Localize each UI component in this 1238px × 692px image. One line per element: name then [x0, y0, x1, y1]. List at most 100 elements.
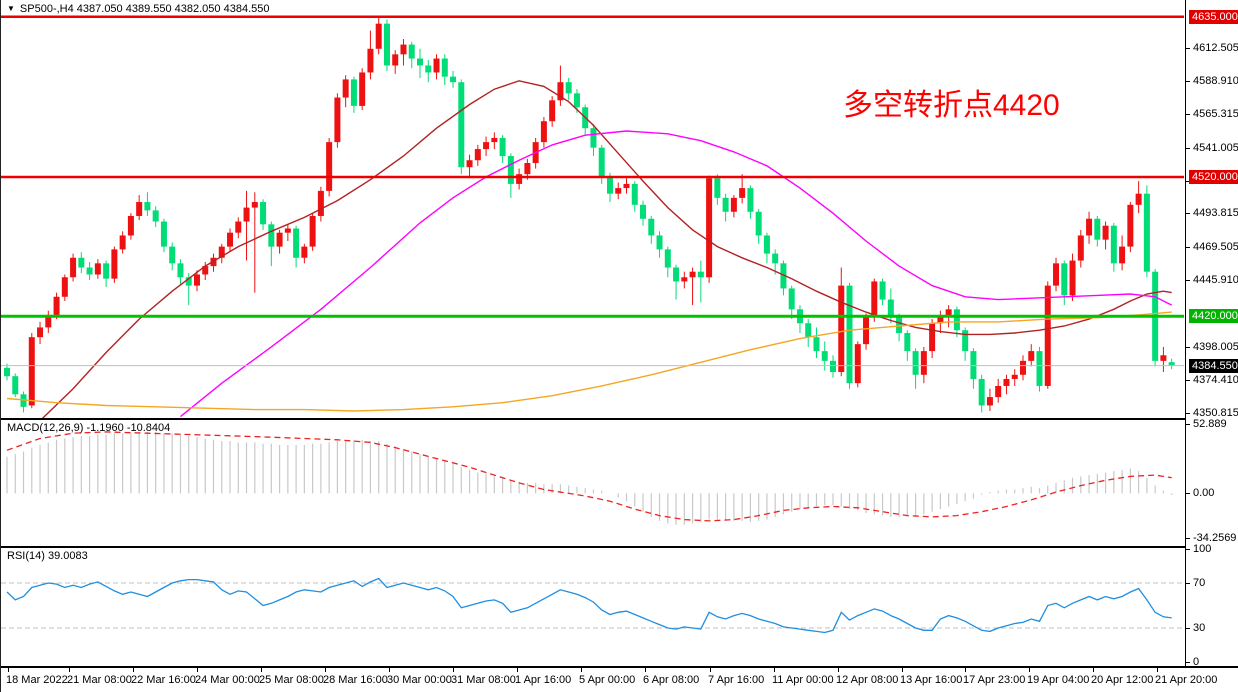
candle-up	[301, 246, 308, 258]
candle-up	[70, 257, 77, 278]
price-level-badge: 4635.000	[1189, 10, 1238, 24]
candle-up	[276, 232, 283, 247]
candle-up	[1127, 204, 1134, 247]
candle-down	[970, 351, 977, 379]
date-axis-label: 21 Mar 08:00	[67, 674, 132, 686]
candle-up	[218, 246, 225, 258]
axis-tick	[1186, 583, 1190, 584]
price-axis-label: 4398.005	[1193, 341, 1238, 353]
candle-up	[739, 188, 746, 198]
candle-down	[755, 211, 762, 236]
price-axis-label: 4493.815	[1193, 207, 1238, 219]
ma-fast-darkred	[41, 80, 1172, 418]
candle-up	[730, 197, 737, 212]
date-axis-label: 17 Apr 23:00	[963, 674, 1026, 686]
candle-down	[714, 178, 721, 198]
candle-up	[871, 281, 878, 317]
candle-down	[606, 176, 613, 194]
candle-down	[805, 323, 812, 338]
candle-up	[483, 142, 490, 150]
candle-up	[1053, 263, 1060, 286]
axis-tick	[1186, 48, 1190, 49]
candle-up	[235, 221, 242, 233]
candle-up	[1003, 378, 1010, 386]
candle-up	[392, 54, 399, 66]
date-axis-tick	[645, 668, 646, 672]
price-axis[interactable]: 4635.000 4612.505 4588.910 4565.315 4541.005…	[1185, 0, 1238, 668]
chevron-down-icon[interactable]: ▼	[7, 4, 15, 13]
axis-tick	[1186, 247, 1190, 248]
candle-up	[400, 44, 407, 55]
candle-up	[466, 160, 473, 168]
pane-separator[interactable]	[1, 418, 1238, 420]
candle-down	[590, 128, 597, 148]
candle-up	[136, 202, 143, 216]
macd-label: MACD(12,26,9) -1.1960 -10.8404	[7, 422, 171, 434]
macd-axis-label: -34.2569	[1193, 532, 1237, 544]
candle-down	[1094, 218, 1101, 240]
candle-up	[474, 149, 481, 161]
candle-down	[86, 267, 93, 275]
axis-tick	[1186, 662, 1190, 663]
price-level-badge: 4520.000	[1189, 170, 1238, 184]
date-axis-label: 13 Apr 16:00	[900, 674, 963, 686]
price-axis-label: 4445.910	[1193, 274, 1238, 286]
candle-up	[227, 232, 234, 247]
candle-up	[1028, 351, 1035, 361]
date-axis-tick	[710, 668, 711, 672]
date-axis-tick	[517, 668, 518, 672]
date-axis-tick	[902, 668, 903, 672]
date-axis-tick	[8, 668, 9, 672]
price-axis-label: 4469.505	[1193, 241, 1238, 253]
candle-up	[540, 121, 547, 143]
candle-up	[1160, 355, 1167, 361]
date-axis-tick	[133, 668, 134, 672]
candle-up	[929, 323, 936, 352]
candle-up	[1119, 246, 1126, 264]
date-axis-label: 7 Apr 16:00	[708, 674, 765, 686]
date-axis-tick	[325, 668, 326, 672]
date-axis[interactable]: 18 Mar 2022 21 Mar 08:00 22 Mar 16:00 24 Ma…	[1, 666, 1238, 692]
candle-up	[119, 235, 126, 250]
candle-down	[4, 367, 10, 377]
candle-up	[1135, 193, 1142, 205]
candle-down	[697, 271, 704, 278]
candle-down	[160, 221, 167, 247]
candle-down	[879, 281, 886, 300]
candle-up	[243, 207, 250, 222]
axis-tick	[1186, 538, 1190, 539]
rsi-axis-label: 0	[1193, 656, 1200, 668]
candle-up	[945, 309, 952, 317]
candle-down	[821, 351, 828, 361]
date-axis-label: 20 Apr 12:00	[1091, 674, 1154, 686]
candle-down	[772, 253, 779, 264]
rsi-pane[interactable]	[1, 548, 1184, 666]
candle-up	[995, 385, 1002, 398]
ohlc-readout: SP500-,H4 4387.050 4389.550 4382.050 438…	[19, 3, 270, 15]
axis-tick	[1186, 424, 1190, 425]
price-axis-label: 4350.815	[1193, 407, 1238, 419]
date-axis-label: 31 Mar 08:00	[451, 674, 516, 686]
candle-down	[598, 147, 605, 177]
candle-down	[722, 197, 729, 212]
axis-tick	[1186, 380, 1190, 381]
candle-down	[962, 330, 969, 352]
candle-up	[94, 263, 101, 275]
date-axis-tick	[581, 668, 582, 672]
pane-separator[interactable]	[1, 546, 1238, 548]
candle-down	[1168, 362, 1175, 366]
price-chart-pane[interactable]	[1, 0, 1184, 418]
date-axis-tick	[1093, 668, 1094, 672]
candle-down	[912, 351, 919, 375]
date-axis-tick	[69, 668, 70, 672]
candle-down	[383, 23, 390, 66]
symbol-header: ▼ SP500-,H4 4387.050 4389.550 4382.050 43…	[7, 3, 269, 15]
date-axis-label: 1 Apr 16:00	[515, 674, 572, 686]
price-level-badge: 4384.550	[1189, 359, 1238, 373]
candle-up	[61, 277, 68, 297]
date-axis-label: 12 Apr 08:00	[836, 674, 899, 686]
date-axis-label: 30 Mar 00:00	[387, 674, 452, 686]
candle-up	[53, 296, 60, 315]
macd-pane[interactable]	[1, 420, 1184, 546]
